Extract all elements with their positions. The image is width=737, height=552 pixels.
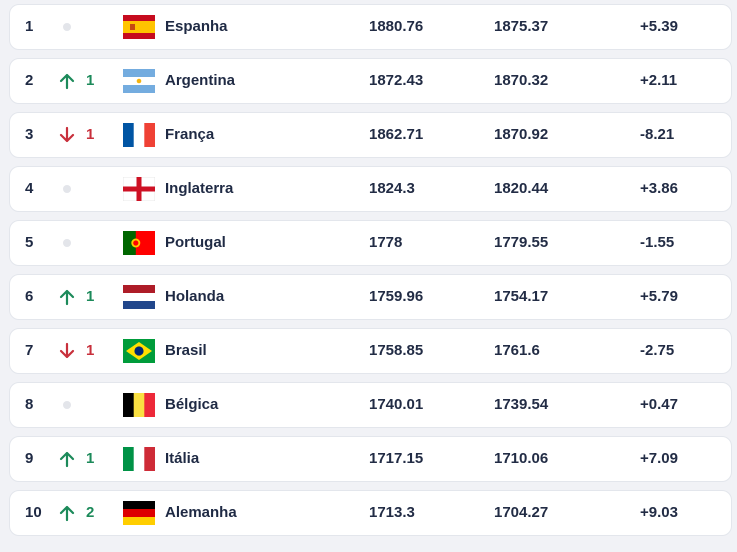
- ranking-row[interactable]: 8 Bélgica 1740.01 1739.54 +0.47: [9, 382, 732, 428]
- no-change-dot-icon: [63, 401, 71, 409]
- previous-points: 1870.92: [494, 126, 549, 143]
- country-name[interactable]: Brasil: [165, 342, 207, 359]
- movement-indicator: 1: [57, 113, 117, 157]
- movement-indicator: 1: [57, 437, 117, 481]
- country-name[interactable]: Holanda: [165, 288, 225, 305]
- country-name[interactable]: Espanha: [165, 18, 228, 35]
- flag-england-icon: [123, 177, 155, 201]
- country-name[interactable]: França: [165, 126, 215, 143]
- points-difference: -2.75: [640, 342, 675, 359]
- movement-indicator: [57, 167, 117, 211]
- flag-brazil-icon: [123, 339, 155, 363]
- country-name[interactable]: Inglaterra: [165, 180, 234, 197]
- points-difference: +5.39: [640, 18, 678, 35]
- rank-number: 5: [25, 234, 34, 251]
- country-name[interactable]: Itália: [165, 450, 200, 467]
- position-change: 1: [86, 342, 95, 359]
- rank-number: 9: [25, 450, 34, 467]
- ranking-row[interactable]: 1 Espanha 1880.76 1875.37 +5.39: [9, 4, 732, 50]
- points-difference: -1.55: [640, 234, 675, 251]
- points: 1758.85: [369, 342, 424, 359]
- arrow-down-icon: [59, 342, 75, 359]
- arrow-up-icon: [59, 451, 75, 468]
- points: 1862.71: [369, 126, 424, 143]
- country-name[interactable]: Alemanha: [165, 504, 237, 521]
- rank-number: 8: [25, 396, 34, 413]
- flag-argentina-icon: [123, 69, 155, 93]
- rank-number: 6: [25, 288, 34, 305]
- ranking-row[interactable]: 2 1 Argentina 1872.43 1870.32 +2.11: [9, 58, 732, 104]
- points-difference: -8.21: [640, 126, 675, 143]
- points: 1713.3: [369, 504, 415, 521]
- points-difference: +0.47: [640, 396, 678, 413]
- previous-points: 1779.55: [494, 234, 549, 251]
- position-change: 1: [86, 288, 95, 305]
- points-difference: +5.79: [640, 288, 678, 305]
- rank-number: 1: [25, 18, 34, 35]
- rank-number: 7: [25, 342, 34, 359]
- previous-points: 1870.32: [494, 72, 549, 89]
- flag-italy-icon: [123, 447, 155, 471]
- previous-points: 1761.6: [494, 342, 540, 359]
- movement-indicator: [57, 383, 117, 427]
- movement-indicator: 1: [57, 59, 117, 103]
- ranking-row[interactable]: 3 1 França 1862.71 1870.92 -8.21: [9, 112, 732, 158]
- movement-indicator: 2: [57, 491, 117, 535]
- previous-points: 1710.06: [494, 450, 549, 467]
- position-change: 1: [86, 450, 95, 467]
- points-difference: +9.03: [640, 504, 678, 521]
- movement-indicator: [57, 5, 117, 49]
- no-change-dot-icon: [63, 239, 71, 247]
- ranking-row[interactable]: 5 Portugal 1778 1779.55 -1.55: [9, 220, 732, 266]
- arrow-up-icon: [59, 73, 75, 90]
- flag-belgium-icon: [123, 393, 155, 417]
- flag-france-icon: [123, 123, 155, 147]
- points: 1740.01: [369, 396, 424, 413]
- position-change: 1: [86, 72, 95, 89]
- previous-points: 1820.44: [494, 180, 549, 197]
- ranking-row[interactable]: 4 Inglaterra 1824.3 1820.44 +3.86: [9, 166, 732, 212]
- rank-number: 3: [25, 126, 34, 143]
- flag-netherlands-icon: [123, 285, 155, 309]
- points: 1824.3: [369, 180, 415, 197]
- arrow-up-icon: [59, 505, 75, 522]
- position-change: 2: [86, 504, 95, 521]
- flag-germany-icon: [123, 501, 155, 525]
- points-difference: +2.11: [640, 72, 678, 89]
- rank-number: 10: [25, 504, 42, 521]
- ranking-row[interactable]: 9 1 Itália 1717.15 1710.06 +7.09: [9, 436, 732, 482]
- ranking-row[interactable]: 7 1 Brasil 1758.85 1761.6 -2.75: [9, 328, 732, 374]
- points: 1717.15: [369, 450, 424, 467]
- previous-points: 1754.17: [494, 288, 549, 305]
- points: 1778: [369, 234, 403, 251]
- previous-points: 1739.54: [494, 396, 549, 413]
- arrow-down-icon: [59, 126, 75, 143]
- flag-portugal-icon: [123, 231, 155, 255]
- ranking-row[interactable]: 10 2 Alemanha 1713.3 1704.27 +9.03: [9, 490, 732, 536]
- rank-number: 2: [25, 72, 34, 89]
- points: 1759.96: [369, 288, 424, 305]
- points-difference: +7.09: [640, 450, 678, 467]
- no-change-dot-icon: [63, 185, 71, 193]
- flag-spain-icon: [123, 15, 155, 39]
- arrow-up-icon: [59, 289, 75, 306]
- previous-points: 1875.37: [494, 18, 549, 35]
- country-name[interactable]: Bélgica: [165, 396, 219, 413]
- movement-indicator: [57, 221, 117, 265]
- country-name[interactable]: Argentina: [165, 72, 236, 89]
- country-name[interactable]: Portugal: [165, 234, 226, 251]
- movement-indicator: 1: [57, 275, 117, 319]
- points: 1880.76: [369, 18, 424, 35]
- no-change-dot-icon: [63, 23, 71, 31]
- position-change: 1: [86, 126, 95, 143]
- ranking-row[interactable]: 6 1 Holanda 1759.96 1754.17 +5.79: [9, 274, 732, 320]
- previous-points: 1704.27: [494, 504, 549, 521]
- movement-indicator: 1: [57, 329, 117, 373]
- points-difference: +3.86: [640, 180, 678, 197]
- rank-number: 4: [25, 180, 34, 197]
- points: 1872.43: [369, 72, 424, 89]
